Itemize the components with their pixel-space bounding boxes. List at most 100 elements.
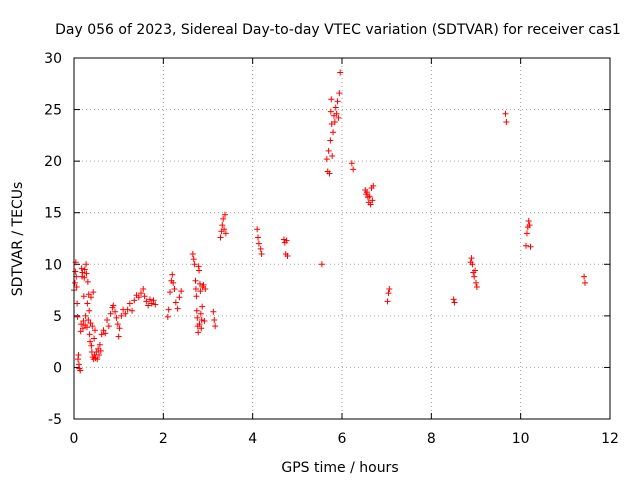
- data-point: [473, 279, 479, 286]
- chart-title: Day 056 of 2023, Sidereal Day-to-day VTE…: [55, 22, 621, 38]
- axis-ticks: 0 2 4 6 8 10 12 -5 0 5 10 15 20 25 30: [44, 51, 619, 447]
- y-tick-label: 30: [44, 51, 62, 67]
- data-point: [77, 367, 84, 374]
- data-point: [138, 290, 144, 297]
- data-point: [96, 341, 103, 348]
- data-point: [102, 330, 109, 337]
- x-tick-label: 2: [159, 431, 168, 447]
- y-tick-label: 0: [53, 360, 62, 376]
- data-point: [78, 265, 85, 272]
- data-point: [370, 182, 377, 189]
- data-point: [146, 296, 153, 303]
- data-point: [171, 286, 178, 293]
- data-point: [581, 279, 588, 286]
- data-point: [94, 356, 101, 363]
- data-point: [116, 325, 123, 332]
- data-point: [219, 222, 226, 229]
- data-point: [167, 289, 174, 296]
- data-point: [114, 321, 121, 328]
- data-point: [74, 300, 81, 307]
- data-point: [328, 96, 335, 103]
- y-tick-label: 20: [44, 154, 62, 170]
- data-point: [140, 286, 147, 293]
- x-tick-label: 0: [70, 431, 79, 447]
- data-point: [523, 230, 530, 237]
- data-point: [473, 283, 480, 290]
- data-point: [327, 137, 334, 144]
- data-point: [220, 215, 227, 222]
- data-point: [174, 305, 181, 312]
- data-point: [471, 273, 478, 280]
- data-point: [335, 114, 342, 121]
- data-point: [176, 294, 183, 301]
- data-point: [98, 331, 105, 338]
- data-point: [221, 226, 228, 233]
- x-tick-label: 8: [427, 431, 436, 447]
- data-point: [75, 352, 82, 359]
- data-point: [196, 267, 203, 274]
- data-point: [195, 329, 202, 336]
- data-point: [124, 306, 131, 313]
- data-point: [254, 226, 261, 233]
- data-point: [192, 277, 199, 284]
- data-point: [143, 298, 150, 305]
- data-point: [93, 348, 100, 355]
- data-point: [197, 310, 204, 317]
- y-tick-label: 15: [44, 206, 62, 222]
- data-point: [145, 302, 152, 309]
- data-point: [503, 118, 510, 125]
- data-point: [148, 300, 155, 307]
- data-point: [78, 321, 85, 328]
- data-point: [164, 313, 171, 320]
- data-point: [331, 118, 338, 125]
- data-point: [89, 323, 96, 330]
- data-point: [85, 316, 92, 323]
- data-point: [369, 197, 376, 204]
- data-point: [257, 245, 264, 252]
- data-point: [199, 303, 206, 310]
- data-point: [83, 270, 90, 277]
- data-point: [326, 170, 333, 177]
- data-point: [196, 321, 203, 328]
- data-point: [469, 261, 476, 268]
- data-point: [217, 234, 224, 241]
- data-point: [196, 280, 203, 287]
- x-tick-label: 12: [601, 431, 619, 447]
- data-point: [141, 293, 148, 300]
- data-point: [83, 261, 90, 268]
- data-point: [284, 253, 291, 260]
- data-point: [336, 90, 343, 97]
- data-point: [74, 313, 81, 320]
- plot-frame: [73, 57, 611, 420]
- x-tick-label: 4: [248, 431, 257, 447]
- data-point: [189, 250, 196, 257]
- data-point: [193, 293, 200, 300]
- data-point: [210, 308, 217, 315]
- data-point: [323, 156, 330, 163]
- data-point: [97, 347, 104, 354]
- data-point: [79, 325, 86, 332]
- y-tick-label: 25: [44, 103, 62, 119]
- data-point: [222, 230, 229, 237]
- data-point: [325, 147, 332, 154]
- data-point: [367, 201, 374, 208]
- data-point: [527, 243, 534, 250]
- data-point: [82, 312, 89, 319]
- data-point: [87, 338, 94, 345]
- data-point: [80, 318, 87, 325]
- data-point: [191, 261, 198, 268]
- data-point: [170, 279, 177, 286]
- data-point: [255, 240, 262, 247]
- data-point: [526, 222, 533, 229]
- data-point: [83, 324, 90, 331]
- data-point: [131, 297, 138, 304]
- x-tick-label: 10: [512, 431, 530, 447]
- data-point: [332, 104, 339, 111]
- data-point: [88, 342, 95, 349]
- data-point: [502, 110, 509, 117]
- data-point: [86, 331, 93, 338]
- data-point: [348, 160, 355, 167]
- data-point: [118, 312, 125, 319]
- data-point: [79, 269, 86, 276]
- data-point: [334, 98, 341, 105]
